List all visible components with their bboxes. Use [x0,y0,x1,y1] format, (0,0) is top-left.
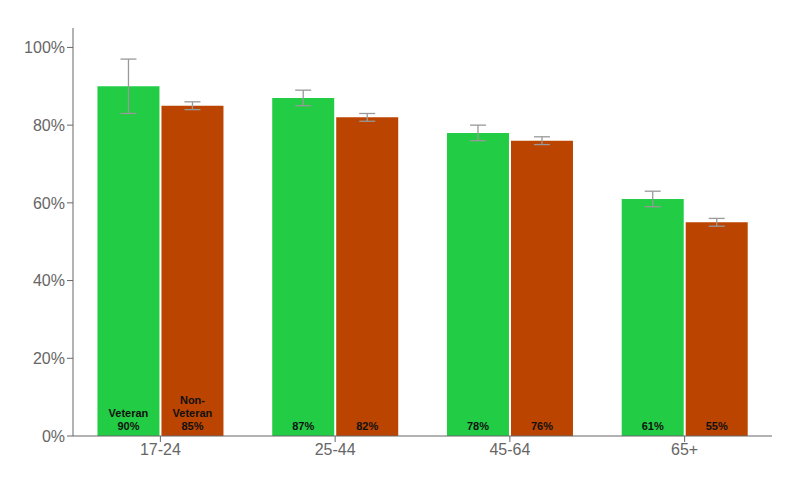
svg-text:20%: 20% [33,350,65,367]
svg-text:Veteran90%: Veteran90% [109,407,149,432]
svg-text:55%: 55% [706,420,728,432]
svg-text:Non-Veteran85%: Non-Veteran85% [173,394,213,432]
svg-text:100%: 100% [24,39,65,56]
svg-text:76%: 76% [531,420,553,432]
svg-text:82%: 82% [356,420,378,432]
svg-text:80%: 80% [33,117,65,134]
svg-text:78%: 78% [467,420,489,432]
svg-text:17-24: 17-24 [140,441,181,458]
svg-text:0%: 0% [42,428,65,445]
svg-text:60%: 60% [33,195,65,212]
svg-text:25-44: 25-44 [315,441,356,458]
svg-text:61%: 61% [642,420,664,432]
svg-text:87%: 87% [292,420,314,432]
svg-text:40%: 40% [33,272,65,289]
svg-text:45-64: 45-64 [489,441,530,458]
svg-text:65+: 65+ [671,441,698,458]
